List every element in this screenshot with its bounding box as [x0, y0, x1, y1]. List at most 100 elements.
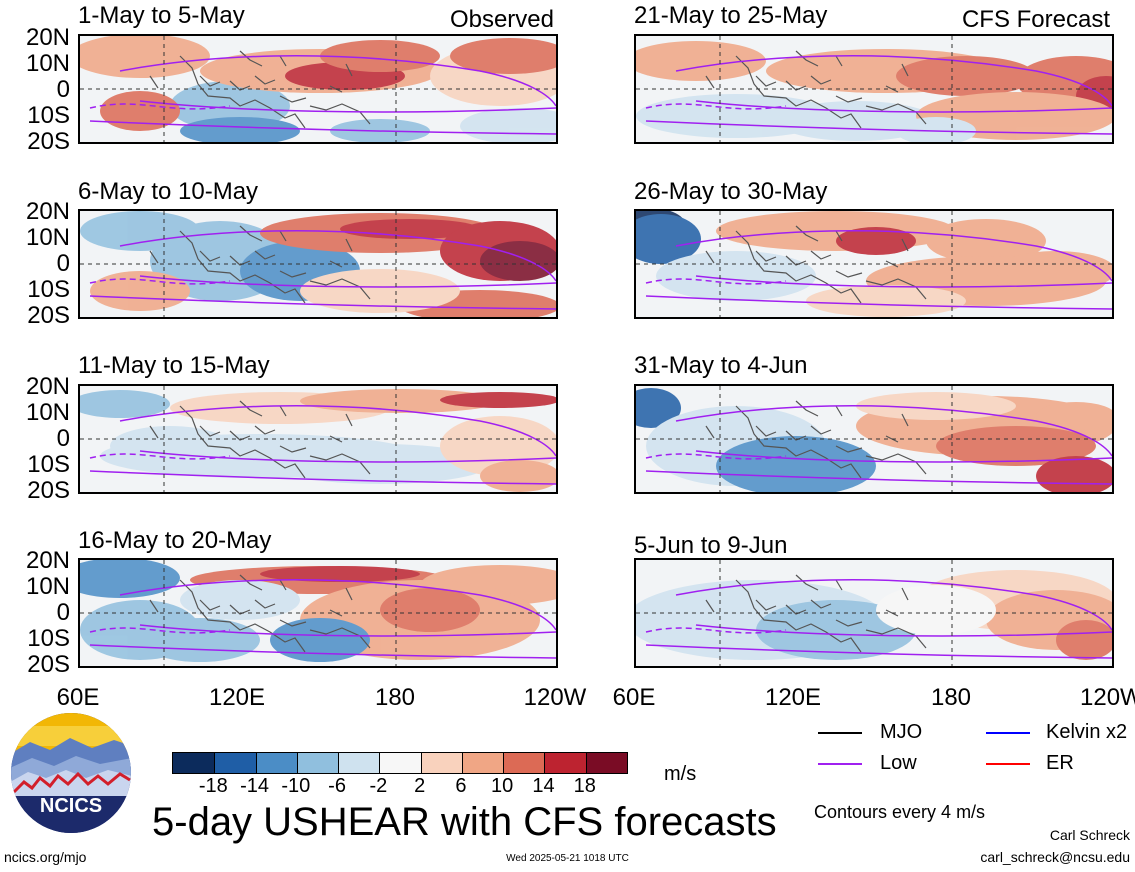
lon-tick-label: 60E — [612, 684, 656, 711]
lat-tick-label: 10N — [25, 399, 70, 426]
lat-tick-label: 20N — [25, 373, 70, 400]
legend: MJO Kelvin x2 Low ER — [818, 720, 1128, 780]
heatmap-map — [78, 384, 558, 494]
low-contour-negative — [89, 103, 231, 110]
lat-tick-label: 10S — [27, 625, 70, 652]
colorbar-tick-label: -18 — [198, 775, 228, 797]
author: Carl Schreck — [1049, 827, 1130, 843]
author-email[interactable]: carl_schreck@ncsu.edu — [980, 849, 1130, 865]
low-contour-negative — [645, 627, 787, 634]
lon-tick-label: 180 — [930, 684, 972, 711]
low-contour-negative — [645, 103, 787, 110]
colorbar-swatch — [503, 753, 545, 773]
colorbar-swatch — [585, 753, 627, 773]
colorbar-labels: -18 -14 -10 -6 -2 2 6 10 14 18 — [172, 774, 626, 798]
ncics-logo: NCICS — [10, 712, 132, 834]
colorbar-swatch — [338, 753, 380, 773]
low-contour — [645, 405, 1112, 485]
lon-tick-label: 120W — [523, 684, 587, 711]
colorbar-tick-label: 14 — [532, 775, 555, 797]
logo-text: NCICS — [40, 795, 102, 817]
panel-title: 26-May to 30-May — [634, 178, 828, 205]
colorbar-tick-label: 6 — [455, 775, 467, 797]
panel-title: 16-May to 20-May — [78, 527, 272, 554]
legend-line-er — [986, 763, 1030, 765]
legend-label-low: Low — [880, 752, 917, 774]
low-contour-negative — [89, 278, 231, 285]
website-link[interactable]: ncics.org/mjo — [4, 849, 87, 865]
low-contour — [89, 405, 556, 485]
legend-line-mjo — [818, 732, 862, 734]
legend-label-kelvin: Kelvin x2 — [1046, 721, 1128, 743]
colorbar-swatches — [172, 752, 628, 774]
lon-tick-label: 60E — [56, 684, 100, 711]
shear-field — [80, 36, 556, 142]
low-contour — [89, 579, 556, 659]
lon-tick-label: 120E — [208, 684, 266, 711]
lat-tick-label: 0 — [56, 76, 70, 103]
colorbar-tick-label: -14 — [240, 775, 269, 797]
colorbar-swatch — [255, 753, 297, 773]
timestamp: Wed 2025-05-21 1018 UTC — [506, 853, 629, 864]
legend-label-mjo: MJO — [880, 721, 923, 743]
heatmap-map — [634, 558, 1114, 668]
lon-tick-label: 120W — [1080, 686, 1135, 710]
heatmap-map — [634, 384, 1114, 494]
low-contour-negative — [89, 453, 231, 460]
colorbar-swatch — [420, 753, 462, 773]
heatmap-map — [78, 558, 558, 668]
low-contour — [645, 230, 1112, 310]
low-contour — [645, 579, 1112, 659]
low-contour — [89, 230, 556, 310]
colorbar-swatch — [296, 753, 339, 773]
colorbar-tick-label: 10 — [491, 775, 514, 797]
shear-field — [80, 211, 556, 317]
lat-tick-label: 10N — [25, 573, 70, 600]
heatmap-map — [634, 34, 1114, 144]
panel-title: 11-May to 15-May — [78, 352, 270, 379]
colorbar-tick-label: 18 — [573, 775, 596, 797]
colorbar-swatch — [214, 753, 256, 773]
low-contour-negative — [645, 278, 787, 285]
colorbar-swatch — [379, 753, 421, 773]
units-label: m/s — [664, 763, 697, 785]
heatmap-map — [634, 209, 1114, 319]
heatmap-map — [78, 209, 558, 319]
lat-tick-label: 0 — [56, 250, 70, 277]
colorbar-tick-label: 2 — [414, 775, 426, 797]
legend-label-er: ER — [1046, 752, 1074, 774]
forecast-label: CFS Forecast — [961, 6, 1110, 33]
low-contour — [89, 55, 556, 135]
panel-title: 21-May to 25-May — [634, 2, 828, 29]
lat-tick-label: 20N — [25, 24, 70, 51]
lat-tick-label: 20S — [27, 302, 70, 329]
panel-title: 1-May to 5-May — [78, 2, 245, 29]
colorbar-tick-label: -10 — [281, 775, 311, 797]
observed-label: Observed — [449, 6, 554, 33]
low-contour-negative — [89, 627, 231, 634]
contour-note: Contours every 4 m/s — [814, 802, 986, 822]
colorbar-swatch — [173, 753, 215, 773]
colorbar-tick-label: -2 — [369, 775, 388, 797]
legend-line-kelvin — [986, 732, 1030, 734]
lat-tick-label: 10S — [27, 102, 70, 129]
lon-tick-label: 180 — [374, 684, 416, 711]
heatmap-map — [78, 34, 558, 144]
figure-title: 5-day USHEAR with CFS forecasts — [152, 800, 777, 844]
lat-tick-label: 20S — [27, 477, 70, 504]
colorbar-swatch — [544, 753, 586, 773]
lat-tick-label: 20N — [25, 547, 70, 574]
lat-tick-label: 20S — [27, 651, 70, 678]
colorbar-swatch — [461, 753, 504, 773]
panel-title: 31-May to 4-Jun — [634, 352, 808, 379]
lat-tick-label: 20N — [25, 198, 70, 225]
colorbar: -18 -14 -10 -6 -2 2 6 10 14 18 — [172, 752, 628, 798]
lon-tick-label: 120E — [764, 684, 822, 711]
lat-tick-label: 10S — [27, 451, 70, 478]
low-contour — [645, 55, 1112, 135]
lat-tick-label: 0 — [56, 599, 70, 626]
lat-tick-label: 10N — [25, 224, 70, 251]
colorbar-tick-label: -6 — [328, 775, 346, 797]
panel-title: 5-Jun to 9-Jun — [634, 532, 788, 559]
shear-field — [80, 560, 556, 662]
